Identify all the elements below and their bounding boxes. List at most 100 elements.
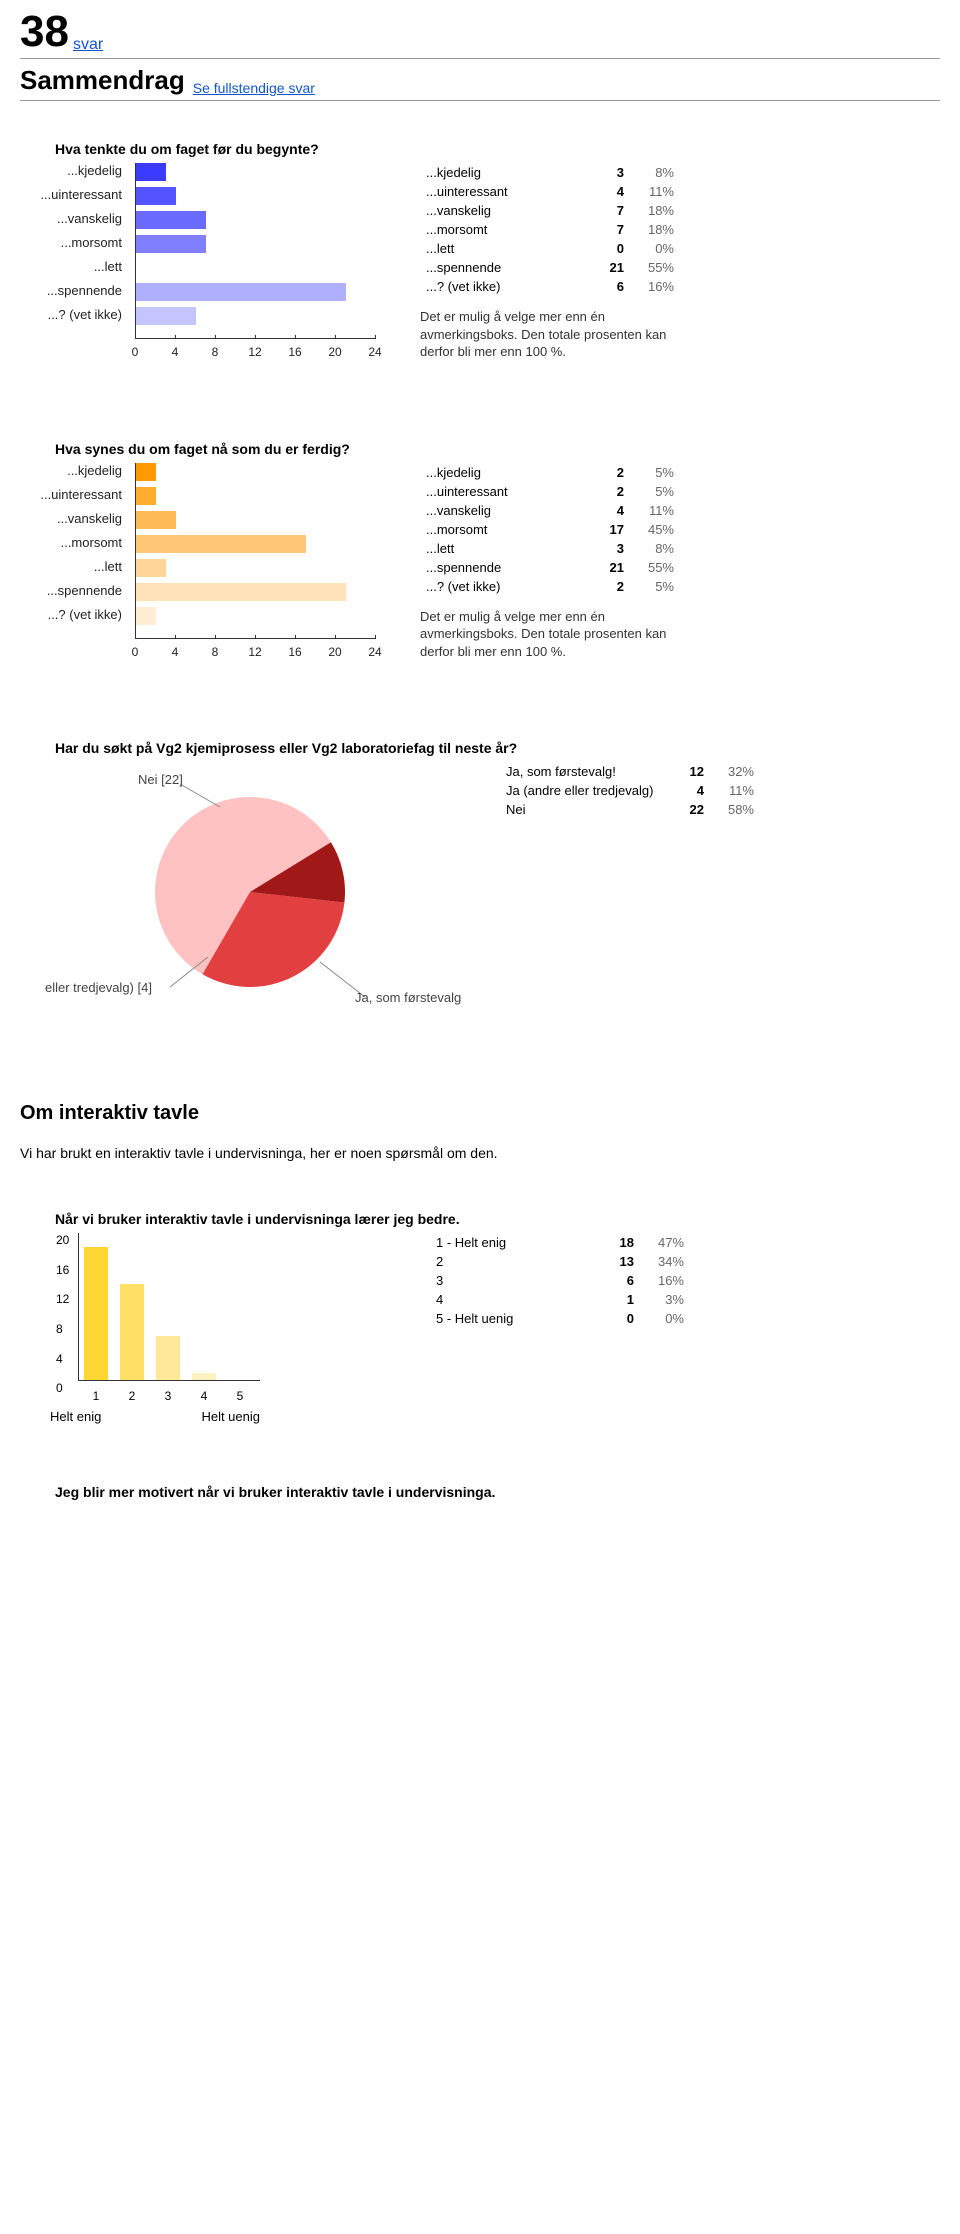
bar-label: ...spennende (12, 583, 122, 598)
bar (136, 163, 166, 181)
bar (136, 283, 346, 301)
q1-table: ...kjedelig38%...uinteressant411%...vans… (420, 163, 680, 296)
ytick: 0 (56, 1381, 63, 1395)
table-row: Nei2258% (500, 800, 760, 819)
q1-title: Hva tenkte du om faget før du begynte? (55, 141, 940, 157)
xtick: 8 (212, 345, 219, 359)
xtick: 20 (328, 645, 341, 659)
bar (136, 463, 156, 481)
full-responses-link[interactable]: Se fullstendige svar (193, 80, 315, 96)
q4-title: Når vi bruker interaktiv tavle i undervi… (55, 1211, 940, 1227)
bar (136, 235, 206, 253)
q1-section: Hva tenkte du om faget før du begynte? .… (20, 141, 940, 361)
q2-bar-chart: ...kjedelig...uinteressant...vanskelig..… (20, 463, 380, 659)
xtick: 4 (172, 345, 179, 359)
q2-note: Det er mulig å velge mer enn én avmerkin… (420, 608, 680, 661)
bar (136, 583, 346, 601)
ytick: 16 (56, 1263, 69, 1277)
table-row: 5 - Helt uenig00% (430, 1309, 690, 1328)
bar-label: ...vanskelig (12, 511, 122, 526)
table-row: 21334% (430, 1252, 690, 1271)
ytick: 20 (56, 1233, 69, 1247)
xtick: 20 (328, 345, 341, 359)
q4-bar-chart: 04812162012345 (50, 1233, 260, 1403)
xtick: 0 (132, 645, 139, 659)
xtick: 2 (129, 1389, 136, 1403)
table-row: ...spennende2155% (420, 558, 680, 577)
ytick: 4 (56, 1352, 63, 1366)
q2-title: Hva synes du om faget nå som du er ferdi… (55, 441, 940, 457)
bar (136, 187, 176, 205)
bar-label: ...morsomt (12, 235, 122, 250)
table-row: ...kjedelig38% (420, 163, 680, 182)
xtick: 4 (172, 645, 179, 659)
bar-label: ...uinteressant (12, 187, 122, 202)
interactive-heading: Om interaktiv tavle (20, 1102, 940, 1125)
q4-left-cap: Helt enig (50, 1409, 101, 1424)
bar (136, 307, 196, 325)
bar (136, 607, 156, 625)
q2-section: Hva synes du om faget nå som du er ferdi… (20, 441, 940, 661)
svar-link[interactable]: svar (73, 36, 103, 54)
ytick: 8 (56, 1322, 63, 1336)
xtick: 8 (212, 645, 219, 659)
bar-label: ...kjedelig (12, 463, 122, 478)
bar (136, 511, 176, 529)
pie-label-andre: eller tredjevalg) [4] (45, 980, 152, 995)
bar (156, 1336, 180, 1380)
table-row: ...spennende2155% (420, 258, 680, 277)
table-row: Ja, som førstevalg!1232% (500, 762, 760, 781)
xtick: 12 (248, 645, 261, 659)
table-row: ...lett00% (420, 239, 680, 258)
xtick: 24 (368, 645, 381, 659)
bar-label: ...lett (12, 259, 122, 274)
bar (120, 1284, 144, 1380)
table-row: ...uinteressant411% (420, 182, 680, 201)
bar (136, 559, 166, 577)
xtick: 16 (288, 345, 301, 359)
q4-axis-caption: Helt enig Helt uenig (50, 1409, 260, 1424)
xtick: 12 (248, 345, 261, 359)
table-row: ...vanskelig718% (420, 201, 680, 220)
response-count: 38 (20, 10, 69, 54)
q4-table: 1 - Helt enig1847%21334%3616%413%5 - Hel… (430, 1233, 690, 1328)
interactive-heading-block: Om interaktiv tavle Vi har brukt en inte… (20, 1102, 940, 1161)
bar (192, 1373, 216, 1380)
table-row: ...? (vet ikke)616% (420, 277, 680, 296)
table-row: ...kjedelig25% (420, 463, 680, 482)
xtick: 4 (201, 1389, 208, 1403)
q4-right-cap: Helt uenig (201, 1409, 260, 1424)
table-row: ...vanskelig411% (420, 501, 680, 520)
q3-section: Har du søkt på Vg2 kjemiprosess eller Vg… (20, 740, 940, 1022)
next-question-title: Jeg blir mer motivert når vi bruker inte… (55, 1484, 940, 1500)
ytick: 12 (56, 1292, 69, 1306)
bar-label: ...vanskelig (12, 211, 122, 226)
bar (84, 1247, 108, 1380)
bar (136, 487, 156, 505)
bar (136, 535, 306, 553)
table-row: Ja (andre eller tredjevalg)411% (500, 781, 760, 800)
table-row: 1 - Helt enig1847% (430, 1233, 690, 1252)
interactive-intro: Vi har brukt en interaktiv tavle i under… (20, 1145, 940, 1161)
q1-bar-chart: ...kjedelig...uinteressant...vanskelig..… (20, 163, 380, 359)
xtick: 0 (132, 345, 139, 359)
table-row: 413% (430, 1290, 690, 1309)
bar (136, 211, 206, 229)
xtick: 1 (93, 1389, 100, 1403)
bar-label: ...uinteressant (12, 487, 122, 502)
table-row: ...morsomt718% (420, 220, 680, 239)
xtick: 5 (237, 1389, 244, 1403)
bar-label: ...morsomt (12, 535, 122, 550)
pie-label-nei: Nei [22] (138, 772, 183, 787)
table-row: ...morsomt1745% (420, 520, 680, 539)
xtick: 3 (165, 1389, 172, 1403)
bar-label: ...lett (12, 559, 122, 574)
bar-label: ...? (vet ikke) (12, 607, 122, 622)
xtick: 24 (368, 345, 381, 359)
q3-pie: Nei [22] eller tredjevalg) [4] Ja, som f… (20, 762, 500, 1022)
q3-table: Ja, som førstevalg!1232%Ja (andre eller … (500, 762, 760, 819)
table-row: ...? (vet ikke)25% (420, 577, 680, 596)
bar-label: ...kjedelig (12, 163, 122, 178)
q1-note: Det er mulig å velge mer enn én avmerkin… (420, 308, 680, 361)
table-row: 3616% (430, 1271, 690, 1290)
